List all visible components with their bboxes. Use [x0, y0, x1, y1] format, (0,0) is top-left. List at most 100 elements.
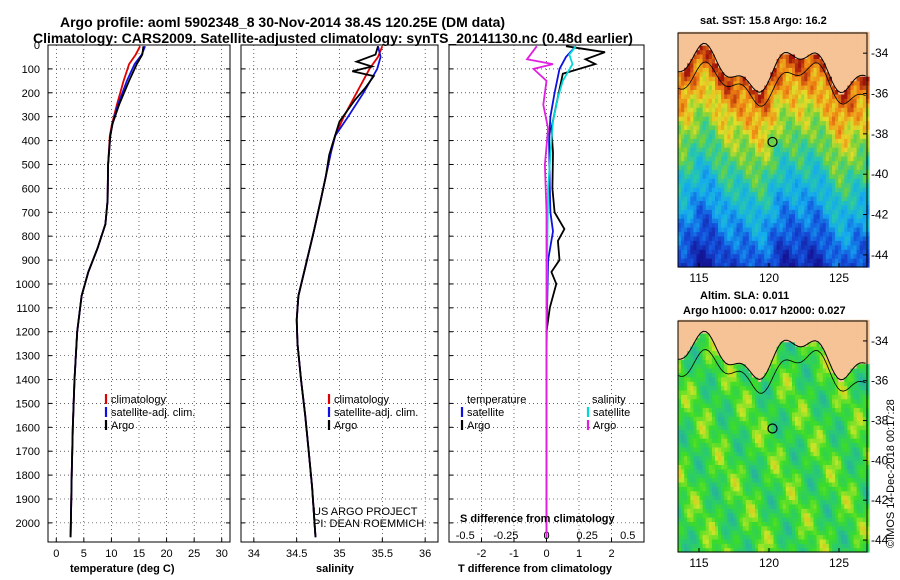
x-tick-label: 5	[81, 548, 87, 560]
x-tick-label: 20	[160, 548, 172, 560]
depth-tick-label: 1300	[16, 351, 40, 363]
sla-map-ytick: -40	[871, 453, 889, 467]
depth-tick-label: 400	[22, 136, 40, 148]
diff-legend-left-title: temperature	[467, 394, 526, 406]
series-line-Argo	[295, 45, 379, 538]
sst-map-xtick: 120	[759, 271, 779, 285]
x-tick-label: 34	[248, 548, 260, 560]
x-tick-label: 10	[105, 548, 117, 560]
diff-legend-right-title: salinity	[592, 394, 626, 406]
sst-map-ytick: -36	[871, 87, 889, 101]
diff-xlabel-2: S difference from climatology	[460, 513, 615, 525]
sla-map-contour	[677, 349, 866, 394]
depth-tick-label: 1100	[16, 303, 40, 315]
x-tick-label: 36	[419, 548, 431, 560]
sst-map-frame	[677, 32, 868, 268]
sla-map-coastline	[677, 330, 866, 381]
sst-map-ytick: -44	[871, 248, 889, 262]
depth-tick-label: 800	[22, 231, 40, 243]
series-line-climatology	[69, 45, 141, 538]
depth-tick-label: 1000	[16, 279, 40, 291]
footer-stamp: ©IMOS 14-Dec-2018 00:17:28	[885, 399, 897, 548]
depth-tick-label: 200	[22, 88, 40, 100]
sst-map-title: sat. SST: 15.8 Argo: 16.2	[700, 15, 827, 27]
x-tick-label: 0	[543, 548, 549, 560]
title-line-2: Climatology: CARS2009. Satellite-adjuste…	[33, 30, 633, 46]
sst-map-ytick: -38	[871, 127, 889, 141]
x-tick-label: 25	[188, 548, 200, 560]
x-tick-label: 35	[333, 548, 345, 560]
x-tick-label: 34.5	[286, 548, 307, 560]
sst-map-xtick: 115	[689, 271, 708, 285]
sal-xlabel: salinity	[316, 563, 354, 575]
x2-tick-label: 0.25	[576, 530, 597, 542]
sst-map	[678, 31, 870, 268]
sst-map-ytick: -34	[871, 46, 889, 60]
sst-map-contour	[677, 61, 866, 107]
series-line-salinity-Argo	[525, 45, 554, 538]
depth-tick-label: 2000	[16, 518, 40, 530]
sla-map-frame	[677, 320, 868, 553]
x2-tick-label: -0.5	[456, 530, 475, 542]
x-tick-label: 1	[576, 548, 582, 560]
sla-map-xtick: 125	[829, 556, 849, 570]
x-tick-label: 35.5	[372, 548, 393, 560]
depth-tick-label: 1200	[16, 327, 40, 339]
depth-tick-label: 600	[22, 183, 40, 195]
annotation-pi: PI: DEAN ROEMMICH	[313, 518, 425, 530]
series-line-Argo	[69, 46, 145, 538]
depth-tick-label: 1900	[16, 494, 40, 506]
sla-map-xtick: 120	[759, 556, 779, 570]
depth-tick-label: 500	[22, 159, 40, 171]
depth-tick-label: 0	[34, 40, 40, 52]
sla-map-ytick: -38	[871, 414, 889, 428]
legend-entry-sal-2: Argo	[334, 420, 357, 432]
legend-entry-diff-left-1: Argo	[467, 420, 490, 432]
sla-map-title-1: Altim. SLA: 0.011	[700, 290, 790, 302]
series-line-satellite-adj-clim	[69, 45, 146, 538]
legend-entry-diff-right-1: Argo	[593, 420, 616, 432]
sst-map-argo-marker	[767, 136, 778, 148]
x2-tick-label: -0.25	[493, 530, 518, 542]
sla-map-ytick: -42	[871, 493, 889, 507]
legend-entry-sal-0: climatology	[334, 394, 390, 406]
diff-xlabel: T difference from climatology	[458, 563, 613, 575]
temp-xlabel: temperature (deg C)	[70, 563, 175, 575]
legend-entry-diff-right-0: satellite	[593, 407, 630, 419]
x-tick-label: 2	[608, 548, 614, 560]
depth-tick-label: 100	[22, 64, 40, 76]
legend-entry-temp-2: Argo	[111, 420, 134, 432]
depth-tick-label: 700	[22, 207, 40, 219]
legend-entry-temp-0: climatology	[111, 394, 167, 406]
annotation-project: US ARGO PROJECT	[313, 506, 418, 518]
legend-entry-temp-1: satellite-adj. clim.	[111, 407, 195, 419]
x-tick-label: 30	[216, 548, 228, 560]
depth-tick-label: 1500	[16, 398, 40, 410]
depth-tick-label: 1800	[16, 470, 40, 482]
sla-map-ytick: -34	[871, 334, 889, 348]
depth-tick-label: 1700	[16, 446, 40, 458]
x-tick-label: -1	[509, 548, 519, 560]
x-tick-label: 15	[133, 548, 145, 560]
x-tick-label: 0	[53, 548, 59, 560]
depth-tick-label: 1400	[16, 375, 40, 387]
depth-tick-label: 1600	[16, 422, 40, 434]
depth-tick-label: 300	[22, 112, 40, 124]
sla-map-title-2: Argo h1000: 0.017 h2000: 0.027	[683, 305, 846, 317]
x2-tick-label: 0.5	[620, 530, 635, 542]
sst-map-coastline	[677, 42, 866, 94]
sst-map-ytick: -40	[871, 167, 889, 181]
sla-map-ytick: -36	[871, 374, 889, 388]
sla-map-xtick: 115	[689, 556, 708, 570]
x-tick-label: -2	[477, 548, 487, 560]
series-line-Argo	[545, 45, 606, 538]
legend-entry-sal-1: satellite-adj. clim.	[334, 407, 418, 419]
sst-map-ytick: -42	[871, 208, 889, 222]
sst-map-xtick: 125	[829, 271, 849, 285]
sla-map-ytick: -44	[871, 533, 889, 547]
legend-entry-diff-left-0: satellite	[467, 407, 504, 419]
depth-tick-label: 900	[22, 255, 40, 267]
series-line-satellite	[545, 45, 577, 538]
sla-map	[678, 319, 870, 553]
